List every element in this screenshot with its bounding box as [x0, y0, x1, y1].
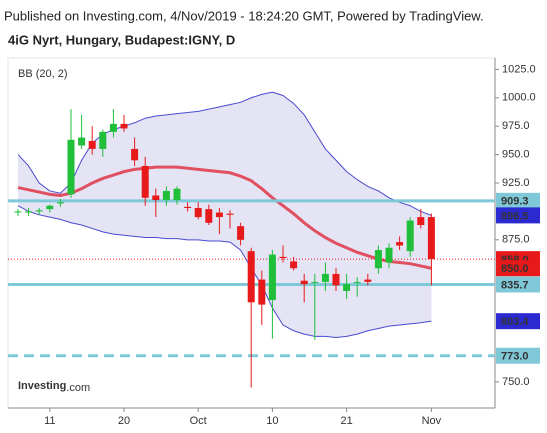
candle-body: [78, 137, 86, 146]
price-label-box: [496, 192, 540, 209]
candle-body: [332, 273, 340, 286]
candle-body: [56, 202, 64, 204]
candle-body: [268, 254, 276, 301]
y-tick-label: 950.0: [502, 148, 530, 160]
candle-body: [247, 251, 255, 303]
candle-body: [25, 211, 33, 213]
price-label: 850.0: [501, 263, 529, 275]
candle-body: [300, 280, 308, 285]
y-tick-label: 875.0: [502, 234, 530, 246]
price-label: 835.7: [501, 279, 529, 291]
candle-body: [46, 205, 54, 210]
candle-body: [184, 206, 192, 208]
y-tick-label: 750.0: [502, 376, 530, 388]
price-label-box: [496, 313, 540, 330]
candle-body: [396, 242, 404, 246]
candle-body: [215, 212, 223, 218]
y-tick-label: 925.0: [502, 177, 530, 189]
candle-body: [14, 211, 22, 213]
price-label: 896.5: [501, 210, 529, 222]
candle-body: [226, 213, 234, 215]
candle-body: [120, 123, 128, 129]
candle-body: [173, 188, 181, 201]
candle-body: [141, 165, 149, 198]
candle-body: [109, 123, 117, 132]
logo-name: Investing: [18, 380, 66, 392]
x-tick-label: Oct: [190, 415, 207, 427]
candle-body: [364, 279, 372, 282]
x-tick-label: 11: [44, 415, 55, 427]
y-tick-label: 1000.0: [502, 92, 536, 104]
candle-body: [353, 281, 361, 283]
x-tick-label: 10: [266, 415, 278, 427]
candle-body: [279, 256, 287, 258]
x-tick-label: 21: [340, 415, 352, 427]
price-label: 909.3: [501, 196, 529, 208]
candle-body: [67, 139, 75, 195]
price-label-box: [496, 347, 540, 364]
y-tick-label: 1025.0: [502, 63, 536, 75]
price-label: 773.0: [501, 351, 529, 363]
candle-body: [205, 209, 213, 223]
price-label: 803.4: [501, 316, 529, 328]
candle-body: [194, 208, 202, 218]
y-tick-label: 975.0: [502, 120, 530, 132]
indicator-label: BB (20, 2): [18, 68, 68, 80]
x-tick-label: 20: [118, 415, 130, 427]
x-tick-label: Nov: [422, 415, 442, 427]
candle-body: [35, 210, 43, 212]
price-label-box: [496, 276, 540, 293]
candle-body: [152, 195, 160, 201]
candle-body: [311, 281, 319, 283]
candle-body: [427, 217, 435, 260]
band-lower: [17, 205, 432, 339]
candle-body: [88, 140, 96, 149]
candle-body: [131, 148, 139, 161]
candle-body: [385, 247, 393, 263]
candle-body: [374, 250, 382, 269]
band-basis: [17, 165, 432, 270]
candle-body: [99, 131, 107, 149]
candle-body: [162, 190, 170, 201]
header: Published on Investing.com, 4/Nov/2019 -…: [4, 8, 484, 23]
band-upper: [17, 91, 432, 216]
candle-body: [406, 220, 414, 252]
candle-body: [417, 217, 425, 226]
candle-body: [258, 279, 266, 305]
price-label-box: [496, 207, 540, 224]
chart-title: 4iG Nyrt, Hungary, Budapest:IGNY, D: [8, 32, 235, 47]
candle-body: [237, 226, 245, 240]
candle-body: [343, 284, 351, 291]
candle-body: [290, 261, 298, 269]
logo-suffix: .com: [66, 382, 90, 394]
candle-body: [321, 273, 329, 282]
price-label-box: [496, 260, 540, 277]
